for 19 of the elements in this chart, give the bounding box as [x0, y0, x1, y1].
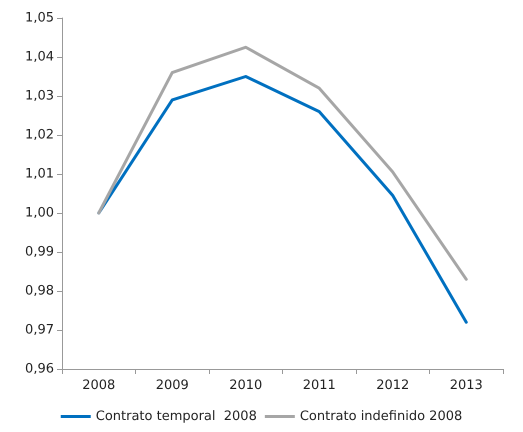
y-tick-label: 1,05: [25, 10, 54, 26]
x-tick-label: 2013: [450, 378, 483, 393]
x-tick-label: 2011: [302, 378, 336, 393]
x-tick-label: 2010: [229, 378, 262, 393]
y-tick-label: 1,03: [25, 88, 54, 104]
y-tick-label: 0,97: [25, 322, 54, 338]
x-tick-label: 2012: [376, 378, 410, 393]
y-tick-label: 0,98: [25, 284, 54, 298]
legend-label: Contrato indefinido 2008: [300, 409, 462, 424]
y-tick-label: 1,02: [25, 128, 54, 142]
y-tick-label: 1,04: [25, 50, 54, 64]
x-tick-label: 2008: [82, 378, 116, 393]
y-tick-label: 1,00: [25, 206, 54, 220]
y-tick-label: 0,99: [25, 244, 54, 260]
x-tick-label: 2009: [156, 378, 189, 393]
line-series: [97, 46, 468, 281]
legend-label: Contrato temporal 2008: [96, 409, 257, 424]
y-tick-label: 0,96: [25, 362, 54, 376]
y-tick-label: 1,01: [25, 166, 54, 182]
